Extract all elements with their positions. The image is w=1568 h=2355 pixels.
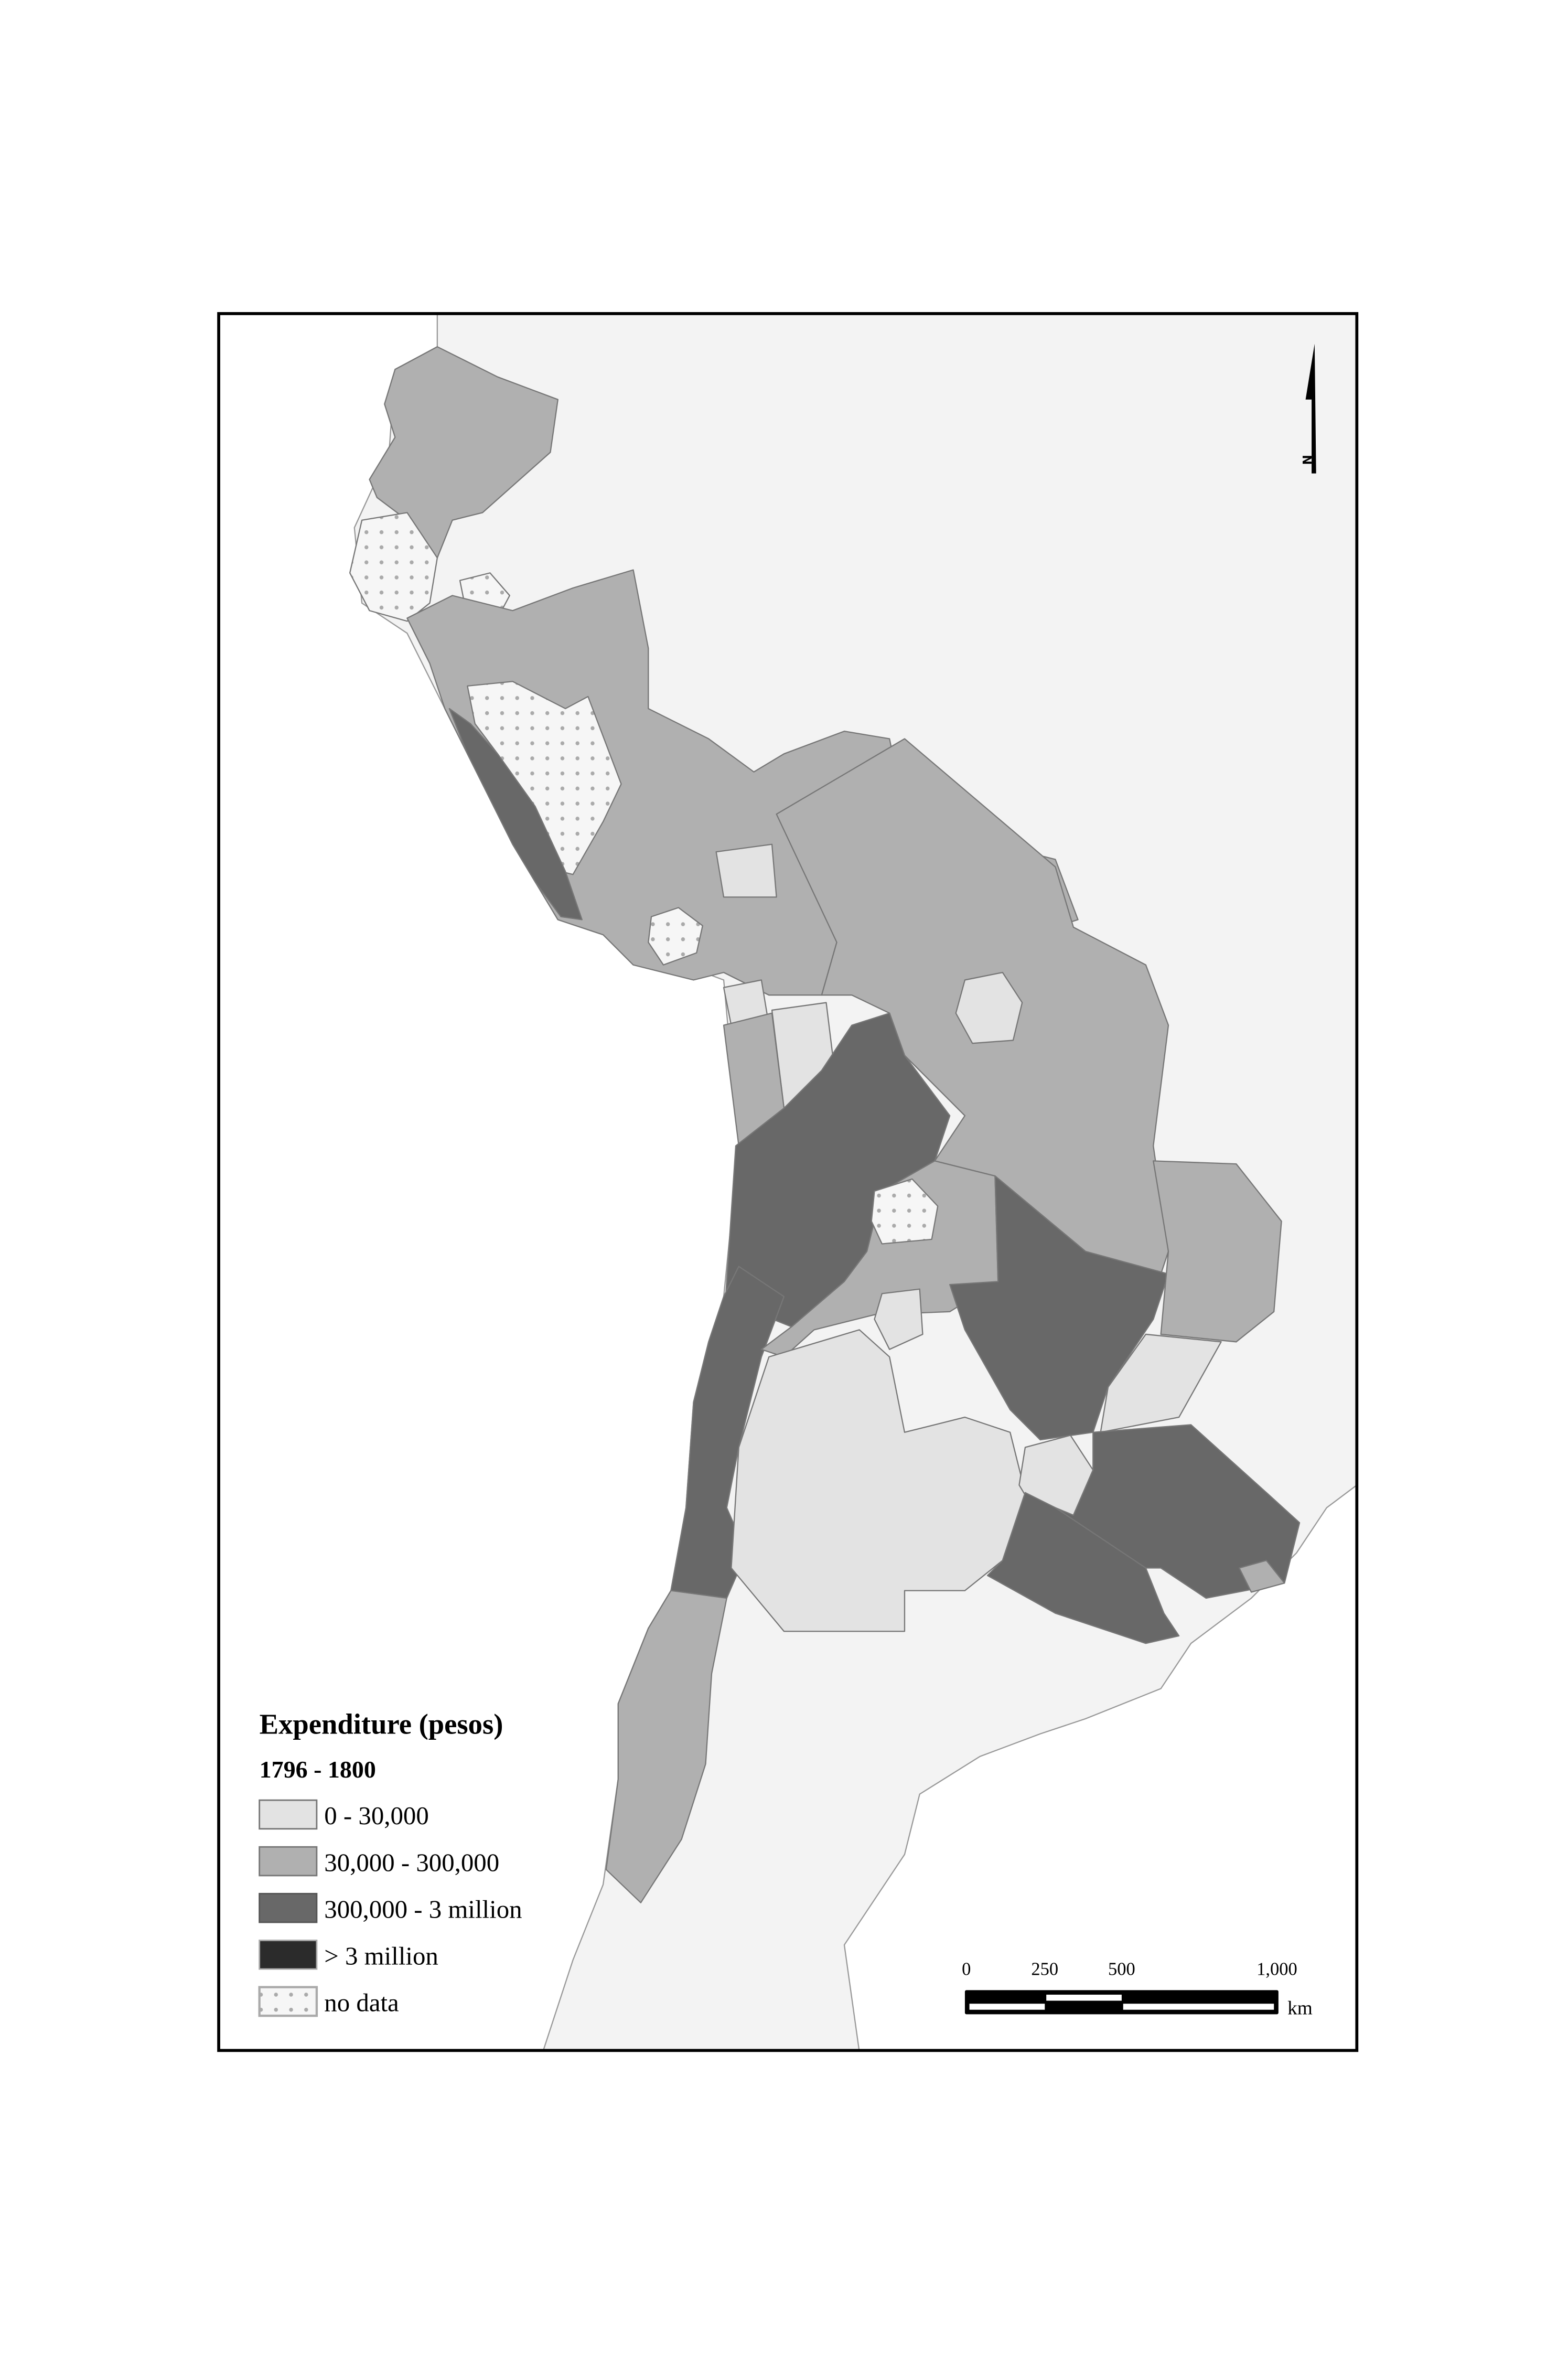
legend-period: 1796 - 1800 xyxy=(260,1756,376,1783)
scale-bar-segment xyxy=(1046,1994,1122,2001)
scale-bar-segment xyxy=(969,2004,1045,2010)
legend-swatch-4 xyxy=(258,1986,318,2017)
region-ecuador xyxy=(369,346,559,559)
scale-tick-0: 0 xyxy=(962,1960,971,1979)
scale-bar-segment xyxy=(1123,2004,1274,2010)
map-area xyxy=(219,313,1357,2051)
region-small-midgray xyxy=(1238,1559,1285,1593)
legend: Expenditure (pesos) 1796 - 1800 0 - 30,0… xyxy=(258,1708,522,2017)
legend-title: Expenditure (pesos) xyxy=(260,1708,503,1740)
region-rio-grande xyxy=(1100,1333,1222,1433)
map-frame xyxy=(217,312,1359,2052)
scale-bar-body xyxy=(964,1990,1279,2015)
region-brazil-south xyxy=(1153,1160,1282,1343)
legend-swatch-3 xyxy=(259,1940,318,1970)
legend-label-3: > 3 million xyxy=(324,1941,438,1970)
region-light-small xyxy=(874,1288,923,1350)
legend-label-1: 30,000 - 300,000 xyxy=(324,1848,499,1877)
north-arrow: N xyxy=(1299,344,1316,474)
legend-swatch-0 xyxy=(259,1799,318,1830)
north-arrow-icon xyxy=(1305,344,1316,474)
scale-bar: 0 250 500 1,000 km xyxy=(962,1960,1313,2019)
region-nodata-south xyxy=(871,1178,939,1245)
north-label: N xyxy=(1299,455,1313,465)
region-chile-south xyxy=(605,1590,727,1903)
legend-swatch-2 xyxy=(259,1892,318,1923)
region-light-a xyxy=(715,843,777,898)
legend-swatch-1 xyxy=(259,1846,318,1877)
scale-tick-1000: 1,000 xyxy=(1256,1960,1297,1979)
region-nodata-cuzco xyxy=(648,907,703,966)
legend-label-0: 0 - 30,000 xyxy=(324,1801,429,1830)
scale-tick-500: 500 xyxy=(1108,1960,1135,1979)
scale-tick-250: 250 xyxy=(1031,1960,1058,1979)
scale-unit: km xyxy=(1287,1997,1313,2019)
legend-label-2: 300,000 - 3 million xyxy=(324,1894,522,1923)
region-lima xyxy=(448,708,583,920)
region-light-circle-north xyxy=(955,971,1023,1044)
legend-label-4: no data xyxy=(324,1988,399,2017)
region-buenos-aires xyxy=(986,1492,1180,1644)
